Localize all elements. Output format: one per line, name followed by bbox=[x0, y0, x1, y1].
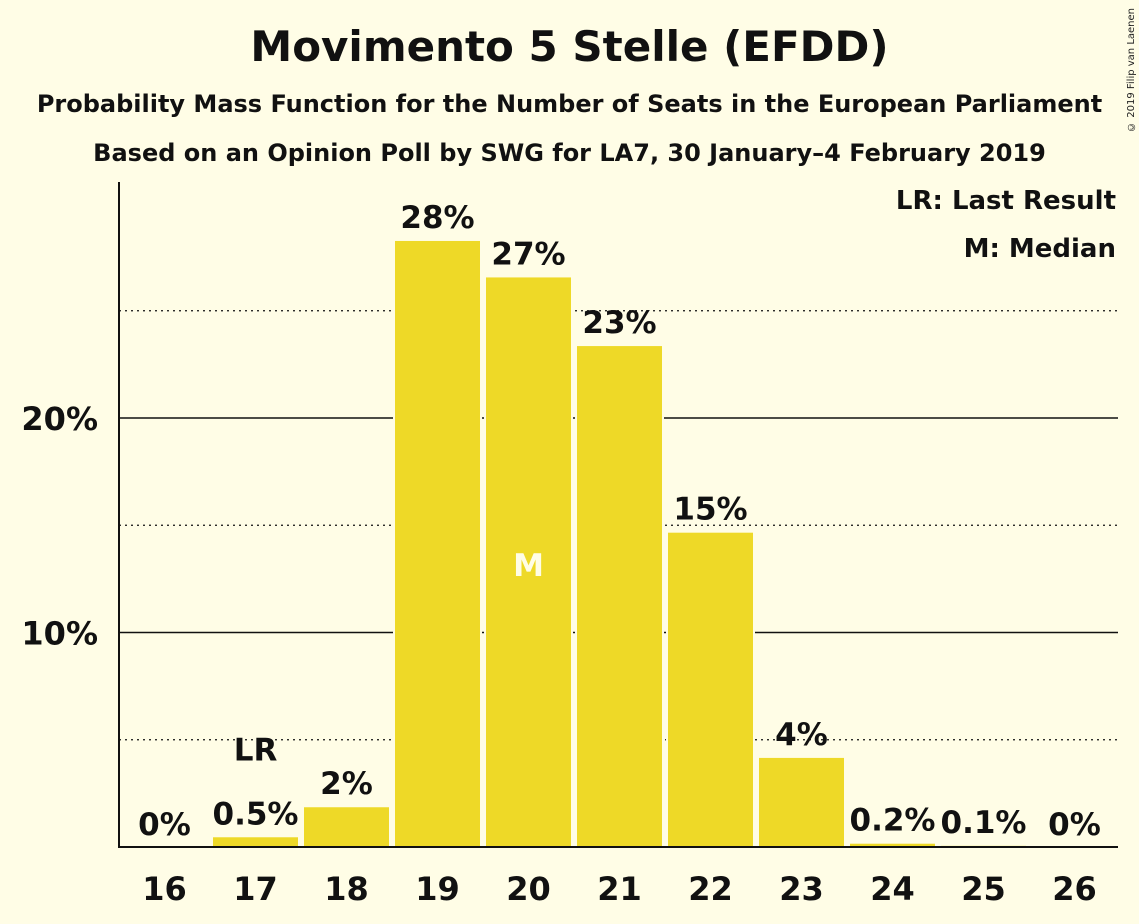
data-label: 0% bbox=[1048, 807, 1101, 843]
data-label: 0.2% bbox=[850, 803, 936, 839]
data-label: 27% bbox=[491, 236, 565, 272]
x-tick-label: 18 bbox=[324, 870, 369, 908]
bar bbox=[211, 835, 300, 849]
legend-entry: M: Median bbox=[964, 234, 1116, 264]
last-result-marker: LR bbox=[234, 732, 278, 768]
bar bbox=[666, 530, 755, 848]
x-tick-label: 19 bbox=[415, 870, 460, 908]
data-label: 2% bbox=[320, 766, 373, 802]
bar bbox=[302, 805, 391, 848]
legend-entry: LR: Last Result bbox=[896, 186, 1116, 216]
x-tick-label: 26 bbox=[1052, 870, 1097, 908]
x-tick-label: 25 bbox=[961, 870, 1006, 908]
x-tick-label: 24 bbox=[870, 870, 915, 908]
chart-title: Movimento 5 Stelle (EFDD) bbox=[250, 22, 889, 71]
bar bbox=[393, 238, 482, 848]
bar bbox=[575, 344, 664, 848]
bar bbox=[757, 755, 846, 848]
data-label: 0.1% bbox=[941, 805, 1027, 841]
median-marker: M bbox=[513, 548, 544, 584]
x-tick-label: 22 bbox=[688, 870, 733, 908]
x-tick-label: 16 bbox=[142, 870, 187, 908]
data-label: 0.5% bbox=[213, 796, 299, 832]
y-tick-label: 10% bbox=[21, 615, 98, 653]
bar bbox=[484, 275, 573, 848]
x-tick-label: 20 bbox=[506, 870, 551, 908]
x-tick-label: 17 bbox=[233, 870, 278, 908]
x-tick-label: 23 bbox=[779, 870, 824, 908]
data-label: 0% bbox=[138, 807, 191, 843]
chart-subtitle-poll: Based on an Opinion Poll by SWG for LA7,… bbox=[93, 139, 1046, 167]
data-label: 28% bbox=[400, 200, 474, 236]
data-label: 4% bbox=[775, 717, 828, 753]
chart-subtitle: Probability Mass Function for the Number… bbox=[36, 90, 1103, 118]
x-tick-label: 21 bbox=[597, 870, 642, 908]
data-label: 23% bbox=[582, 305, 656, 341]
data-label: 15% bbox=[673, 492, 747, 528]
y-tick-label: 20% bbox=[21, 400, 98, 438]
